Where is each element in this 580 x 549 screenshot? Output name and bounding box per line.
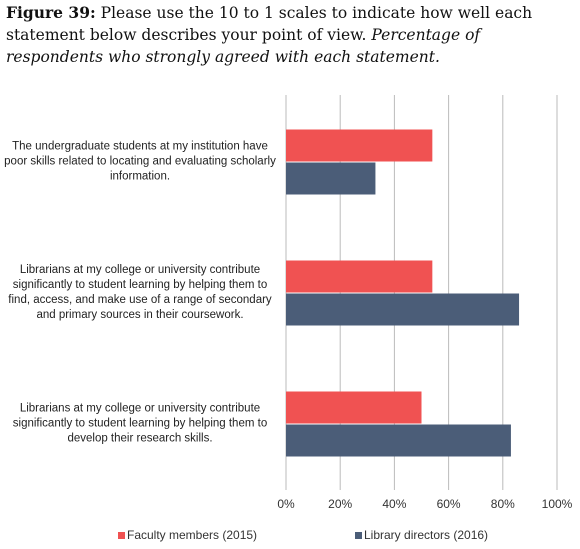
legend-swatch [355, 532, 362, 539]
x-tick-label: 60% [437, 497, 461, 511]
bar [286, 129, 433, 162]
legend-swatch [118, 532, 125, 539]
chart-subtitle: Percentage of respondents who strongly a… [6, 26, 481, 66]
x-tick-label: 20% [328, 497, 352, 511]
bar [286, 260, 433, 293]
bar [286, 424, 511, 457]
chart-title: Please use the 10 to 1 scales to indicat… [6, 4, 533, 44]
category-label: Librarians at my college or university c… [12, 402, 268, 444]
title-block: Figure 39: Please use the 10 to 1 scales… [6, 2, 566, 68]
x-tick-label: 0% [277, 497, 295, 511]
category-label: The undergraduate students at my institu… [4, 140, 276, 182]
category-label: Librarians at my college or university c… [8, 263, 272, 321]
x-tick-label: 80% [491, 497, 515, 511]
legend-label: Faculty members (2015) [127, 528, 257, 542]
bar [286, 293, 520, 326]
x-tick-label: 40% [382, 497, 406, 511]
bar [286, 162, 376, 195]
bar [286, 391, 422, 424]
figure-label: Figure 39: [6, 3, 96, 22]
legend-label: Library directors (2016) [364, 528, 488, 542]
x-tick-label: 100% [542, 497, 573, 511]
